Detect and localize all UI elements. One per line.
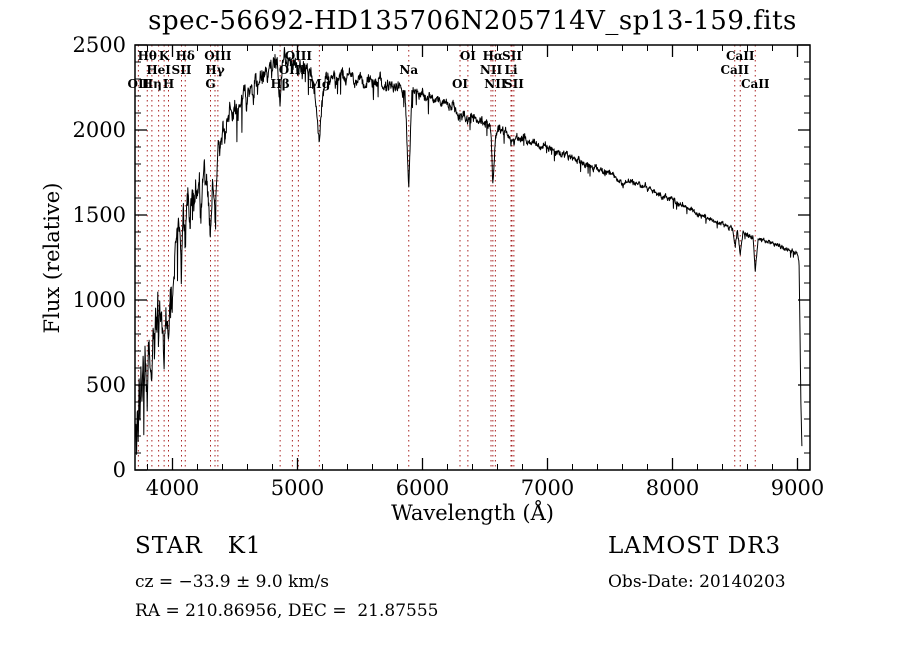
spectral-line-label: OIII bbox=[204, 49, 232, 63]
spectral-line-label: SII bbox=[172, 63, 192, 77]
ra-dec-label: RA = 210.86956, DEC = 21.87555 bbox=[135, 601, 439, 621]
spectral-line-label: CaII bbox=[726, 49, 755, 63]
radial-velocity-label: cz = −33.9 ± 9.0 km/s bbox=[135, 572, 329, 592]
plot-title: spec-56692-HD135706N205714V_sp13-159.fit… bbox=[148, 6, 797, 36]
spectral-line-label: SII bbox=[504, 77, 524, 91]
x-tick-label: 9000 bbox=[771, 476, 824, 500]
spectral-line-label: CaII bbox=[741, 77, 770, 91]
x-axis-label: Wavelength (Å) bbox=[391, 501, 554, 525]
x-tick-label: 8000 bbox=[646, 476, 699, 500]
spectral-line-label: OIII bbox=[285, 49, 313, 63]
spectral-line-label: Hθ bbox=[138, 49, 157, 63]
spectral-line-label: Mg bbox=[309, 77, 331, 91]
spectral-line-label: SII bbox=[502, 49, 522, 63]
survey-label: LAMOST DR3 bbox=[608, 533, 782, 559]
spectral-line-label: OI bbox=[460, 49, 476, 63]
y-tick-label: 500 bbox=[86, 373, 126, 397]
x-tick-label: 7000 bbox=[521, 476, 574, 500]
x-tick-label: 5000 bbox=[271, 476, 324, 500]
spectral-line-label: CaII bbox=[720, 63, 749, 77]
spectrum-line bbox=[134, 46, 803, 460]
x-tick-label: 4000 bbox=[146, 476, 199, 500]
y-tick-label: 2500 bbox=[73, 33, 126, 57]
spectral-line-label: OI bbox=[452, 77, 468, 91]
spectral-line-label: Hα bbox=[483, 49, 504, 63]
spectral-line-label: Na bbox=[399, 63, 418, 77]
y-tick-label: 1000 bbox=[73, 288, 126, 312]
y-axis-label: Flux (relative) bbox=[40, 182, 64, 334]
classification-label: STAR K1 bbox=[135, 533, 262, 559]
spectral-line-label: Hβ bbox=[270, 77, 289, 91]
spectral-line-label: NII bbox=[484, 77, 507, 91]
spectral-line-label: H bbox=[163, 77, 174, 91]
spectral-line-label: HeI bbox=[146, 63, 171, 77]
x-tick-label: 6000 bbox=[396, 476, 449, 500]
spectral-line-label: NII bbox=[480, 63, 503, 77]
obs-date-label: Obs-Date: 20140203 bbox=[608, 572, 786, 592]
spectral-line-label: Hγ bbox=[205, 63, 224, 77]
spectral-line-label: OIII bbox=[279, 63, 307, 77]
spectral-line-label: Li bbox=[505, 63, 518, 77]
y-tick-label: 1500 bbox=[73, 203, 126, 227]
spectral-line-label: Hη bbox=[142, 77, 162, 91]
spectral-line-label: K bbox=[159, 49, 170, 63]
y-tick-label: 2000 bbox=[73, 118, 126, 142]
spectral-line-label: Hδ bbox=[176, 49, 195, 63]
spectral-line-label: G bbox=[205, 77, 215, 91]
spectral-line-label: OII bbox=[128, 77, 150, 91]
y-tick-label: 0 bbox=[113, 458, 126, 482]
